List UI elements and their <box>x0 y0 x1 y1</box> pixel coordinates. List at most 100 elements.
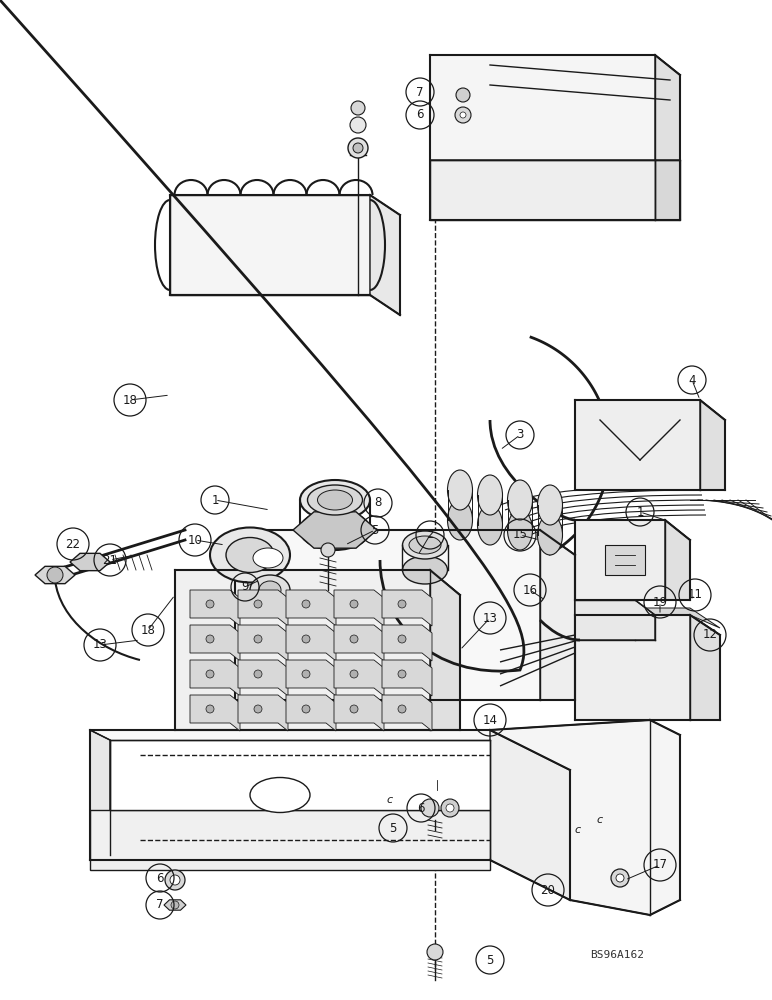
Polygon shape <box>605 545 645 575</box>
Polygon shape <box>490 720 680 915</box>
Circle shape <box>254 635 262 643</box>
Polygon shape <box>655 160 680 220</box>
Ellipse shape <box>300 480 370 520</box>
Circle shape <box>398 670 406 678</box>
Circle shape <box>353 143 363 153</box>
Ellipse shape <box>250 575 290 605</box>
Polygon shape <box>190 590 240 626</box>
Polygon shape <box>665 520 690 600</box>
Text: 3: 3 <box>516 428 523 442</box>
Polygon shape <box>690 615 720 720</box>
Ellipse shape <box>478 475 503 515</box>
Text: 9: 9 <box>241 580 249 593</box>
Text: 22: 22 <box>66 538 80 550</box>
Circle shape <box>302 670 310 678</box>
Polygon shape <box>190 625 240 661</box>
Polygon shape <box>175 570 460 730</box>
Polygon shape <box>382 695 432 731</box>
Polygon shape <box>190 695 240 731</box>
Text: c: c <box>387 795 393 805</box>
Text: 4: 4 <box>689 373 696 386</box>
Circle shape <box>302 600 310 608</box>
Polygon shape <box>170 195 370 295</box>
Circle shape <box>206 705 214 713</box>
Text: 6: 6 <box>417 802 425 814</box>
Polygon shape <box>575 600 655 640</box>
Circle shape <box>47 567 63 583</box>
Polygon shape <box>575 520 690 600</box>
Circle shape <box>321 543 335 557</box>
Polygon shape <box>540 530 575 700</box>
Circle shape <box>398 600 406 608</box>
Text: 5: 5 <box>371 524 379 536</box>
Circle shape <box>165 870 185 890</box>
Ellipse shape <box>250 778 310 812</box>
Circle shape <box>206 600 214 608</box>
Polygon shape <box>334 590 384 626</box>
Circle shape <box>350 705 358 713</box>
Circle shape <box>348 138 368 158</box>
Circle shape <box>616 874 624 882</box>
Polygon shape <box>286 625 336 661</box>
Ellipse shape <box>409 536 441 554</box>
Polygon shape <box>655 55 680 160</box>
Ellipse shape <box>507 510 533 550</box>
Ellipse shape <box>307 485 363 515</box>
Polygon shape <box>334 695 384 731</box>
Text: 18: 18 <box>141 624 155 637</box>
Circle shape <box>611 869 629 887</box>
Polygon shape <box>293 512 377 548</box>
Circle shape <box>254 705 262 713</box>
Ellipse shape <box>478 505 503 545</box>
Text: 5: 5 <box>486 954 493 966</box>
Text: BS96A162: BS96A162 <box>590 950 644 960</box>
Ellipse shape <box>448 470 472 510</box>
Text: c: c <box>597 815 603 825</box>
Circle shape <box>350 670 358 678</box>
Circle shape <box>350 635 358 643</box>
Circle shape <box>446 804 454 812</box>
Polygon shape <box>430 570 460 730</box>
Polygon shape <box>334 660 384 696</box>
Polygon shape <box>238 660 288 696</box>
Polygon shape <box>575 608 720 628</box>
Ellipse shape <box>507 480 533 520</box>
Text: 7: 7 <box>416 86 424 99</box>
Polygon shape <box>490 730 570 900</box>
Circle shape <box>350 600 358 608</box>
Text: 17: 17 <box>652 858 668 871</box>
Circle shape <box>398 705 406 713</box>
Polygon shape <box>70 553 110 571</box>
Polygon shape <box>430 55 680 160</box>
Polygon shape <box>90 730 110 840</box>
Circle shape <box>206 635 214 643</box>
Polygon shape <box>334 625 384 661</box>
Text: 13: 13 <box>482 611 497 624</box>
Text: c: c <box>575 825 581 835</box>
Text: 20: 20 <box>540 884 555 896</box>
Circle shape <box>254 600 262 608</box>
Polygon shape <box>110 740 490 810</box>
Circle shape <box>398 635 406 643</box>
Circle shape <box>460 112 466 118</box>
Polygon shape <box>238 590 288 626</box>
Text: 1: 1 <box>212 493 218 506</box>
Circle shape <box>441 799 459 817</box>
Text: 19: 19 <box>652 595 668 608</box>
Circle shape <box>427 944 443 960</box>
Ellipse shape <box>253 548 283 568</box>
Circle shape <box>170 875 180 885</box>
Text: 15: 15 <box>513 528 527 542</box>
Polygon shape <box>286 590 336 626</box>
Text: 1: 1 <box>636 506 644 518</box>
Polygon shape <box>382 660 432 696</box>
Circle shape <box>254 670 262 678</box>
Text: 2: 2 <box>426 528 434 542</box>
Polygon shape <box>286 695 336 731</box>
Ellipse shape <box>259 581 281 599</box>
Text: 11: 11 <box>688 588 703 601</box>
Polygon shape <box>575 400 725 490</box>
Circle shape <box>171 901 179 909</box>
Text: 16: 16 <box>523 584 537 596</box>
Circle shape <box>302 635 310 643</box>
